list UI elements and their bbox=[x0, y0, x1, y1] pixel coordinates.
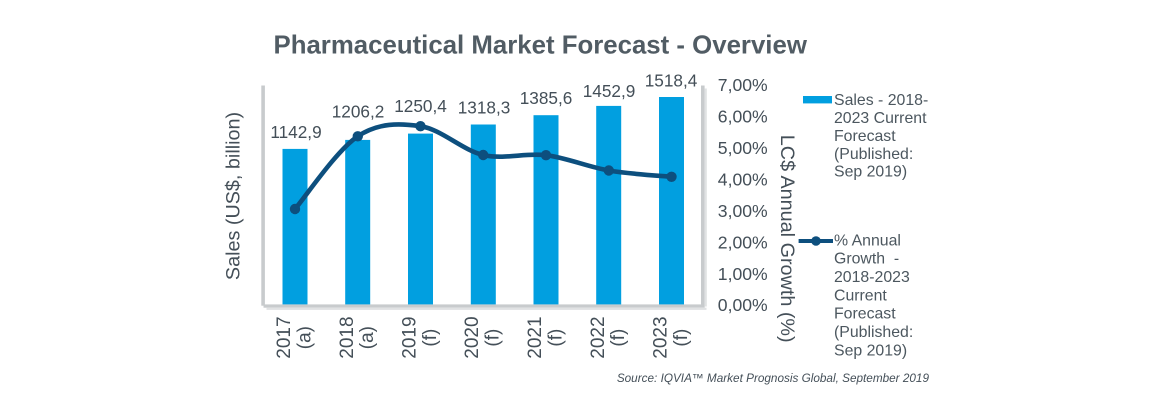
svg-text:Forecast: Forecast bbox=[834, 306, 896, 323]
svg-text:Growth -: Growth - bbox=[834, 251, 899, 268]
svg-text:Current: Current bbox=[834, 287, 887, 304]
svg-text:2022(f): 2022(f) bbox=[588, 316, 629, 358]
svg-text:2019(f): 2019(f) bbox=[400, 316, 441, 358]
svg-text:1142,9: 1142,9 bbox=[270, 122, 321, 142]
svg-text:3,00%: 3,00% bbox=[718, 201, 768, 221]
svg-text:1,00%: 1,00% bbox=[718, 264, 768, 284]
svg-text:Forecast: Forecast bbox=[834, 128, 896, 145]
svg-text:2018(a): 2018(a) bbox=[337, 316, 378, 358]
svg-text:2023 Current: 2023 Current bbox=[834, 110, 927, 127]
svg-text:2,00%: 2,00% bbox=[718, 232, 768, 252]
svg-text:(Published:: (Published: bbox=[834, 146, 913, 163]
svg-text:2020(f): 2020(f) bbox=[462, 316, 503, 358]
svg-text:1518,4: 1518,4 bbox=[645, 71, 698, 91]
svg-text:1206,2: 1206,2 bbox=[332, 102, 385, 122]
svg-text:2021(f): 2021(f) bbox=[525, 316, 566, 358]
svg-text:Sales - 2018-: Sales - 2018- bbox=[834, 92, 928, 109]
svg-text:Sales (US$, billion): Sales (US$, billion) bbox=[222, 112, 244, 280]
svg-text:2018-2023: 2018-2023 bbox=[834, 269, 910, 286]
svg-text:7,00%: 7,00% bbox=[718, 75, 768, 95]
svg-text:5,00%: 5,00% bbox=[718, 138, 768, 158]
svg-text:1385,6: 1385,6 bbox=[520, 88, 573, 108]
svg-text:2017(a): 2017(a) bbox=[274, 316, 315, 358]
svg-text:1452,9: 1452,9 bbox=[583, 81, 636, 101]
svg-text:Pharmaceutical Market Forecast: Pharmaceutical Market Forecast - Overvie… bbox=[274, 32, 808, 60]
svg-text:0,00%: 0,00% bbox=[718, 295, 768, 315]
svg-text:1318,3: 1318,3 bbox=[458, 98, 511, 118]
svg-text:Sep 2019): Sep 2019) bbox=[834, 342, 907, 359]
svg-text:4,00%: 4,00% bbox=[718, 170, 768, 190]
svg-text:Sep 2019): Sep 2019) bbox=[834, 164, 907, 181]
svg-text:2023(f): 2023(f) bbox=[651, 316, 692, 358]
svg-text:Source: IQVIA™ Market Prognosi: Source: IQVIA™ Market Prognosis Global, … bbox=[617, 372, 930, 385]
svg-text:% Annual: % Annual bbox=[834, 232, 901, 249]
svg-text:1250,4: 1250,4 bbox=[394, 96, 447, 116]
svg-text:(Published:: (Published: bbox=[834, 324, 913, 341]
svg-text:6,00%: 6,00% bbox=[718, 107, 768, 127]
svg-text:LC$ Annual Growth (%): LC$ Annual Growth (%) bbox=[776, 135, 798, 343]
